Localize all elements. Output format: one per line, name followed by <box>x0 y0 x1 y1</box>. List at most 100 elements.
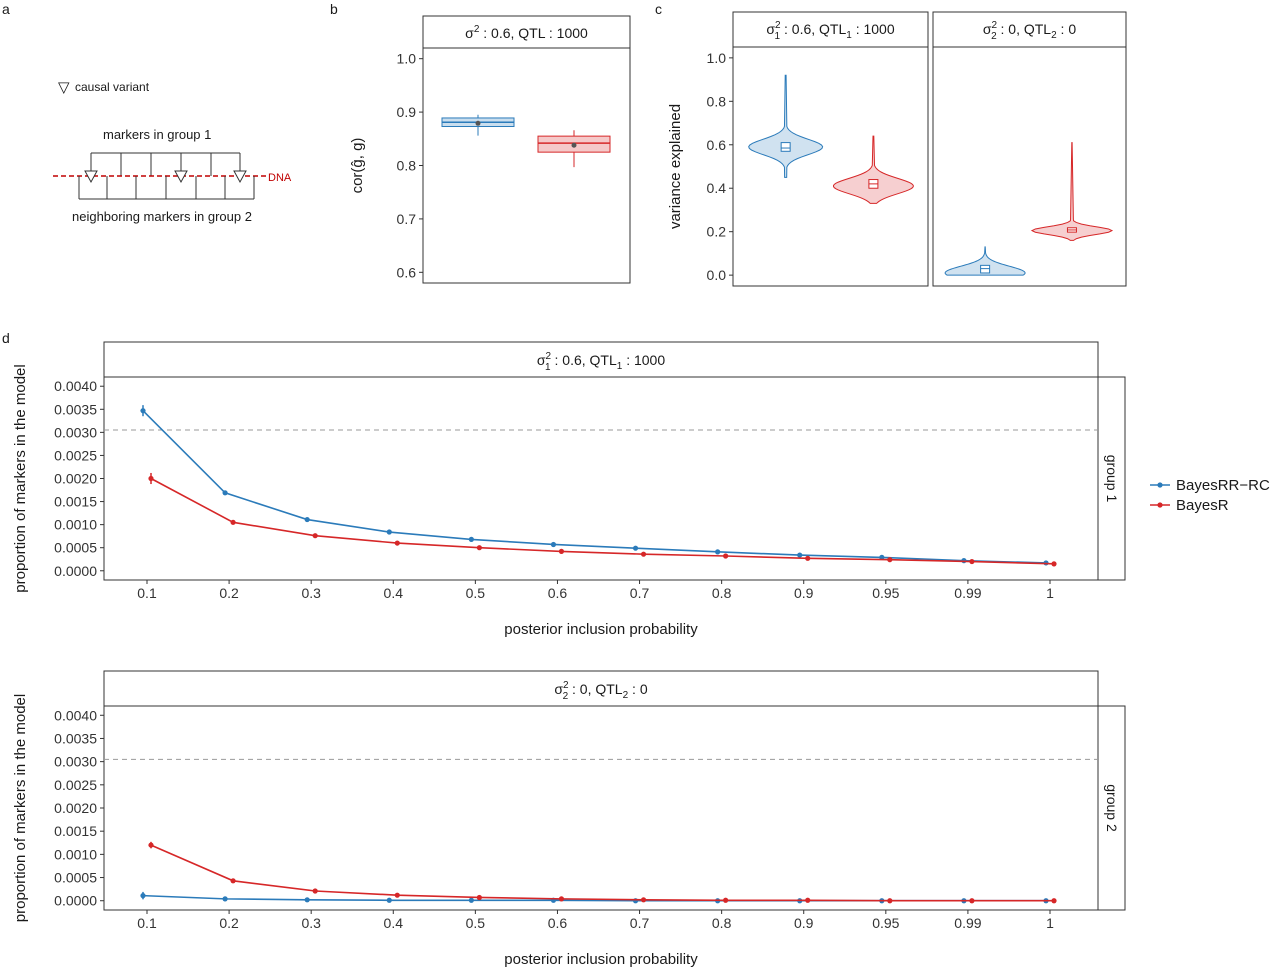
y-tick-label: 0.6 <box>707 137 727 153</box>
x-tick-label: 0.7 <box>630 585 650 601</box>
facet-strip-label: σ2 2 : 0, QTL2 : 0 <box>554 680 647 702</box>
causal-variant-marker-2 <box>174 170 188 184</box>
legend-swatch-point <box>1157 502 1163 508</box>
side-strip-label: group 2 <box>1104 784 1120 832</box>
facet-strip-label: σ2 1 : 0.6, QTL1 : 1000 <box>537 351 665 373</box>
y-tick-label: 0.0000 <box>54 893 97 909</box>
data-point <box>797 552 803 558</box>
y-tick-label: 1.0 <box>397 51 417 67</box>
x-axis-label: posterior inclusion probability <box>504 951 698 968</box>
data-point <box>805 897 811 903</box>
x-tick-label: 0.8 <box>712 585 732 601</box>
plot-frame <box>422 47 631 284</box>
data-point <box>632 545 639 551</box>
series-bayesrr-rc <box>140 405 1049 566</box>
y-tick-label: 0.0020 <box>54 471 97 487</box>
facet-strip <box>932 11 1127 48</box>
facet-strip-label: σ2 1 : 0.6, QTL1 : 1000 <box>766 20 894 42</box>
data-point <box>715 549 721 555</box>
violin-bayesr <box>832 135 914 204</box>
data-point <box>805 555 811 561</box>
y-tick-label: 0.0015 <box>54 494 97 510</box>
data-point <box>468 536 474 543</box>
violin-body <box>832 135 914 204</box>
data-point <box>230 878 236 884</box>
x-tick-label: 0.1 <box>137 585 157 601</box>
x-tick-label: 0.5 <box>466 915 486 931</box>
x-tick-label: 0.7 <box>630 915 650 931</box>
group1-label: markers in group 1 <box>103 127 211 142</box>
y-tick-label: 0.6 <box>397 264 417 280</box>
data-point <box>386 897 392 903</box>
legend: BayesRR−RC BayesR <box>1150 477 1270 514</box>
y-tick-label: 0.0005 <box>54 870 97 886</box>
data-point <box>640 897 647 903</box>
y-tick-label: 0.0040 <box>54 707 97 723</box>
data-point <box>476 894 482 901</box>
y-tick-label: 1.0 <box>707 50 727 66</box>
x-tick-label: 1 <box>1046 585 1054 601</box>
box-bayesrr-rc <box>441 114 515 136</box>
y-tick-label: 0.0000 <box>54 563 97 579</box>
panel-label-d: d <box>2 330 10 346</box>
y-tick-label: 0.4 <box>707 180 727 196</box>
data-point <box>558 548 565 554</box>
dna-label: DNA <box>268 172 292 184</box>
violin-box <box>780 142 791 152</box>
y-tick-label: 0.0005 <box>54 540 97 556</box>
violin-box <box>980 264 991 274</box>
box-mean-point <box>571 142 577 148</box>
series-line <box>150 844 1054 902</box>
panel-label-a: a <box>2 1 10 17</box>
group2-label: neighboring markers in group 2 <box>72 209 252 224</box>
x-tick-label: 0.4 <box>384 915 404 931</box>
y-tick-label: 0.7 <box>397 211 417 227</box>
violin-body <box>1030 142 1114 241</box>
data-point <box>558 896 565 902</box>
data-point <box>222 896 228 902</box>
panel-c-violin: variance explained 0.0 0.2 0.4 0.6 0.8 1.0 σ2 1 … <box>667 11 1127 287</box>
x-tick-label: 0.3 <box>301 915 321 931</box>
data-point <box>312 888 318 894</box>
causal-variant-glyph: ▽ <box>58 79 70 96</box>
series-line <box>150 477 1055 565</box>
x-tick-label: 0.4 <box>384 585 404 601</box>
y-axis-label: cor(ĝ, g) <box>349 138 366 194</box>
data-point <box>640 551 647 557</box>
y-tick-label: 0.2 <box>707 224 727 240</box>
side-strip <box>1097 705 1126 911</box>
y-tick-label: 0.0025 <box>54 777 97 793</box>
x-tick-label: 0.1 <box>137 915 157 931</box>
series-line <box>142 410 1047 564</box>
causal-variant-label: causal variant <box>75 80 150 94</box>
panel-a-schematic: ▽ causal variant markers in group 1 DNA <box>53 79 292 224</box>
panel-label-b: b <box>330 1 338 17</box>
x-tick-label: 0.2 <box>219 915 239 931</box>
data-point <box>879 554 885 560</box>
legend-swatch-point <box>1157 482 1163 488</box>
x-tick-label: 1 <box>1046 915 1054 931</box>
data-point <box>312 533 318 539</box>
facet-group-1: σ2 1 : 0.6, QTL1 : 1000 group 1 0.0000 0.000… <box>12 341 1126 638</box>
panel-b-boxplot: σ2 : 0.6, QTL : 1000 0.6 0.7 0.8 0.9 1.0 cor(ĝ… <box>349 15 631 284</box>
x-tick-label: 0.9 <box>794 915 814 931</box>
data-point <box>723 897 729 903</box>
series-bayesrr-rc <box>140 891 1049 904</box>
plot-frame <box>732 46 929 287</box>
y-tick-label: 0.0040 <box>54 378 97 394</box>
group1-bracket <box>90 152 241 176</box>
data-point <box>969 898 975 904</box>
data-point <box>230 519 236 525</box>
x-tick-label: 0.6 <box>548 915 568 931</box>
facet-strip-label: σ2 2 : 0, QTL2 : 0 <box>983 20 1076 42</box>
y-axis-label: proportion of markers in the model <box>12 694 29 922</box>
data-point <box>723 553 729 559</box>
data-point <box>304 897 310 903</box>
causal-variant-markers <box>84 170 247 184</box>
y-tick-label: 0.0035 <box>54 401 97 417</box>
data-point <box>969 558 975 565</box>
data-point <box>394 540 400 546</box>
facet-strip <box>732 11 929 48</box>
legend-label: BayesRR−RC <box>1176 477 1270 494</box>
data-point <box>394 892 400 898</box>
